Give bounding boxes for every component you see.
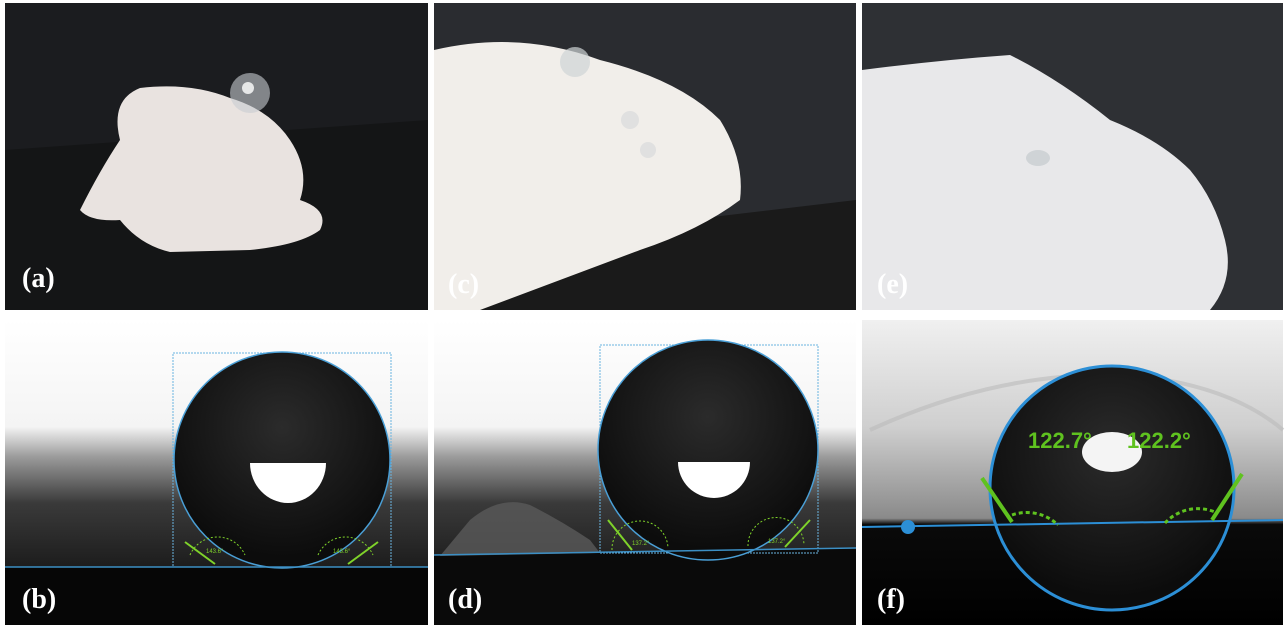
panel-label: (c) <box>448 269 479 300</box>
panel-c: (c) <box>434 3 856 310</box>
panel-label: (b) <box>22 584 56 615</box>
panel-f: 122.7° 122.2° (f) <box>862 320 1283 625</box>
panel-a: (a) <box>5 3 428 310</box>
angle-label: 122.2° <box>1127 428 1191 453</box>
panel-label: (d) <box>448 584 482 615</box>
angle-label: 137.2° <box>768 539 786 545</box>
panel-label: (f) <box>877 584 905 615</box>
figure: (a) (c) (e) 143.6° 143.6° (b) <box>0 0 1285 627</box>
panel-e: (e) <box>862 3 1283 310</box>
angle-label: 143.6° <box>206 549 224 555</box>
panel-d: 137.2° 137.2° (d) <box>434 320 856 625</box>
panel-label: (a) <box>22 263 55 294</box>
angle-label: 122.7° <box>1028 428 1092 453</box>
angle-label: 137.2° <box>632 541 650 547</box>
angle-label: 143.6° <box>333 549 351 555</box>
panel-b: 143.6° 143.6° (b) <box>5 320 428 625</box>
panel-label: (e) <box>877 269 908 300</box>
